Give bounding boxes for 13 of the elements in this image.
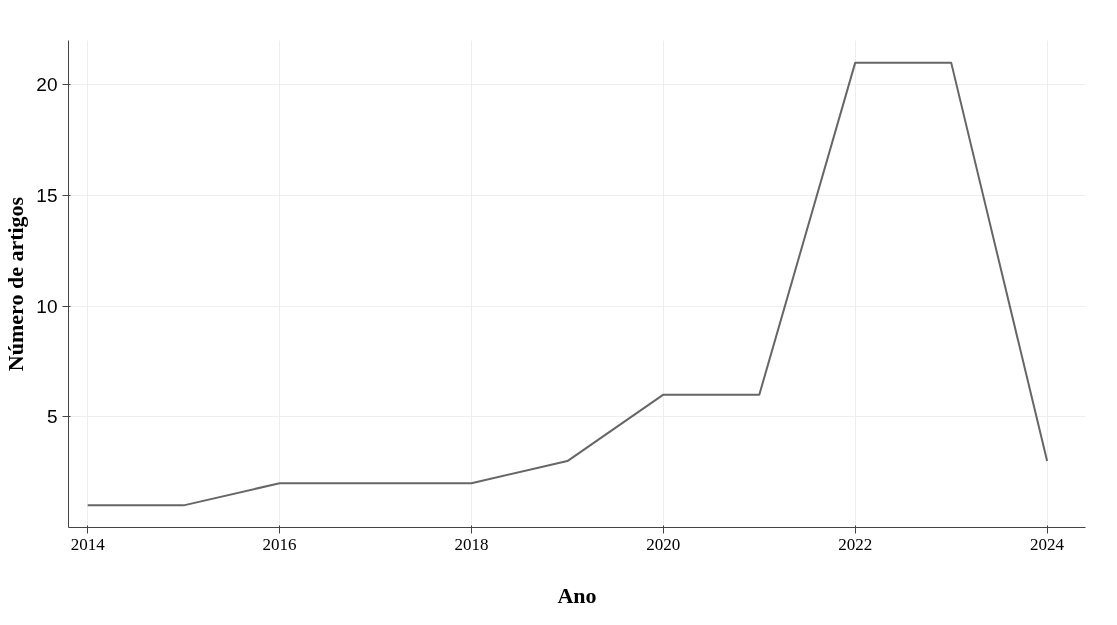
y-tick-label: 5 <box>46 406 58 428</box>
x-tick-label: 2022 <box>838 534 873 554</box>
x-tick-label: 2020 <box>646 534 681 554</box>
x-tick-label: 2018 <box>454 534 489 554</box>
y-tick-label: 10 <box>36 295 58 317</box>
x-tick-label: 2024 <box>1030 534 1065 554</box>
x-tick-label: 2014 <box>70 534 106 554</box>
y-axis-title: Número de artigos <box>3 196 29 372</box>
x-axis-title: Ano <box>557 582 597 608</box>
line-series <box>86 61 1049 507</box>
y-tick-label: 15 <box>36 184 58 206</box>
y-tick-label: 20 <box>36 74 58 96</box>
x-tick-label: 2016 <box>262 534 297 554</box>
